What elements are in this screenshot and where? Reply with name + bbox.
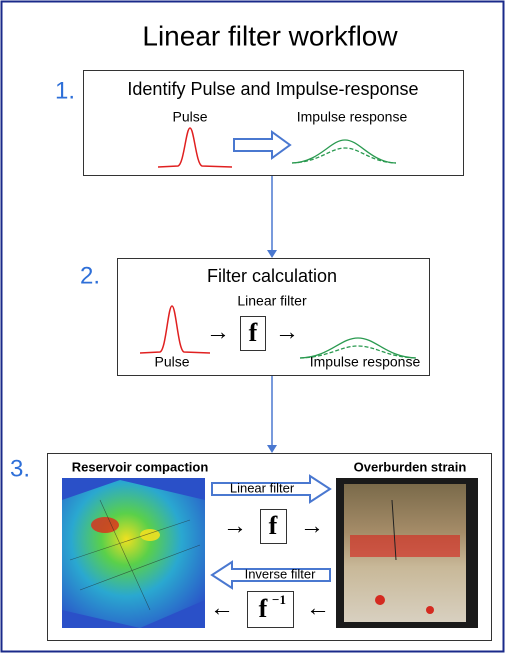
arrow-label: Inverse filter — [245, 566, 316, 581]
filter-symbol: f — [259, 594, 268, 623]
arrow: → — [206, 318, 230, 345]
response-curve — [299, 337, 417, 359]
pulse-label: Pulse — [154, 354, 189, 370]
pulse-label: Pulse — [172, 109, 207, 125]
response-curve — [291, 139, 397, 164]
filter-symbol: f — [249, 318, 258, 347]
filter-label: Linear filter — [237, 293, 307, 309]
response-curve — [291, 147, 397, 164]
step-title: Identify Pulse and Impulse-response — [127, 79, 418, 99]
filter-exponent: −1 — [272, 592, 286, 607]
arrow: → — [275, 318, 299, 345]
arrow: ← — [210, 594, 234, 621]
response-label: Impulse response — [310, 354, 421, 370]
step-title: Filter calculation — [207, 266, 337, 286]
image-label: Overburden strain — [354, 459, 467, 474]
hollow-arrow — [210, 560, 331, 590]
response-label: Impulse response — [297, 109, 408, 125]
filter-box — [260, 509, 287, 544]
pulse-curve — [157, 127, 233, 168]
step-number: 3. — [10, 455, 30, 482]
title: Linear filter workflow — [142, 20, 398, 51]
image-label: Reservoir compaction — [72, 459, 209, 474]
reservoir-image — [62, 478, 205, 628]
arrow-label: Linear filter — [230, 480, 295, 495]
step-box — [117, 258, 430, 376]
hollow-arrow — [233, 130, 292, 160]
filter-box — [247, 591, 294, 628]
arrow: ← — [306, 594, 330, 621]
arrow: → — [300, 512, 324, 539]
filter-box — [240, 316, 266, 351]
response-curve — [299, 345, 417, 359]
filter-symbol: f — [269, 511, 278, 540]
arrow: → — [223, 512, 247, 539]
arrowhead — [267, 445, 277, 453]
pulse-curve — [139, 305, 211, 354]
step-number: 2. — [80, 262, 100, 289]
overburden-image — [336, 478, 478, 628]
arrowhead — [267, 250, 277, 258]
step-number: 1. — [55, 77, 75, 104]
hollow-arrow — [211, 474, 332, 504]
